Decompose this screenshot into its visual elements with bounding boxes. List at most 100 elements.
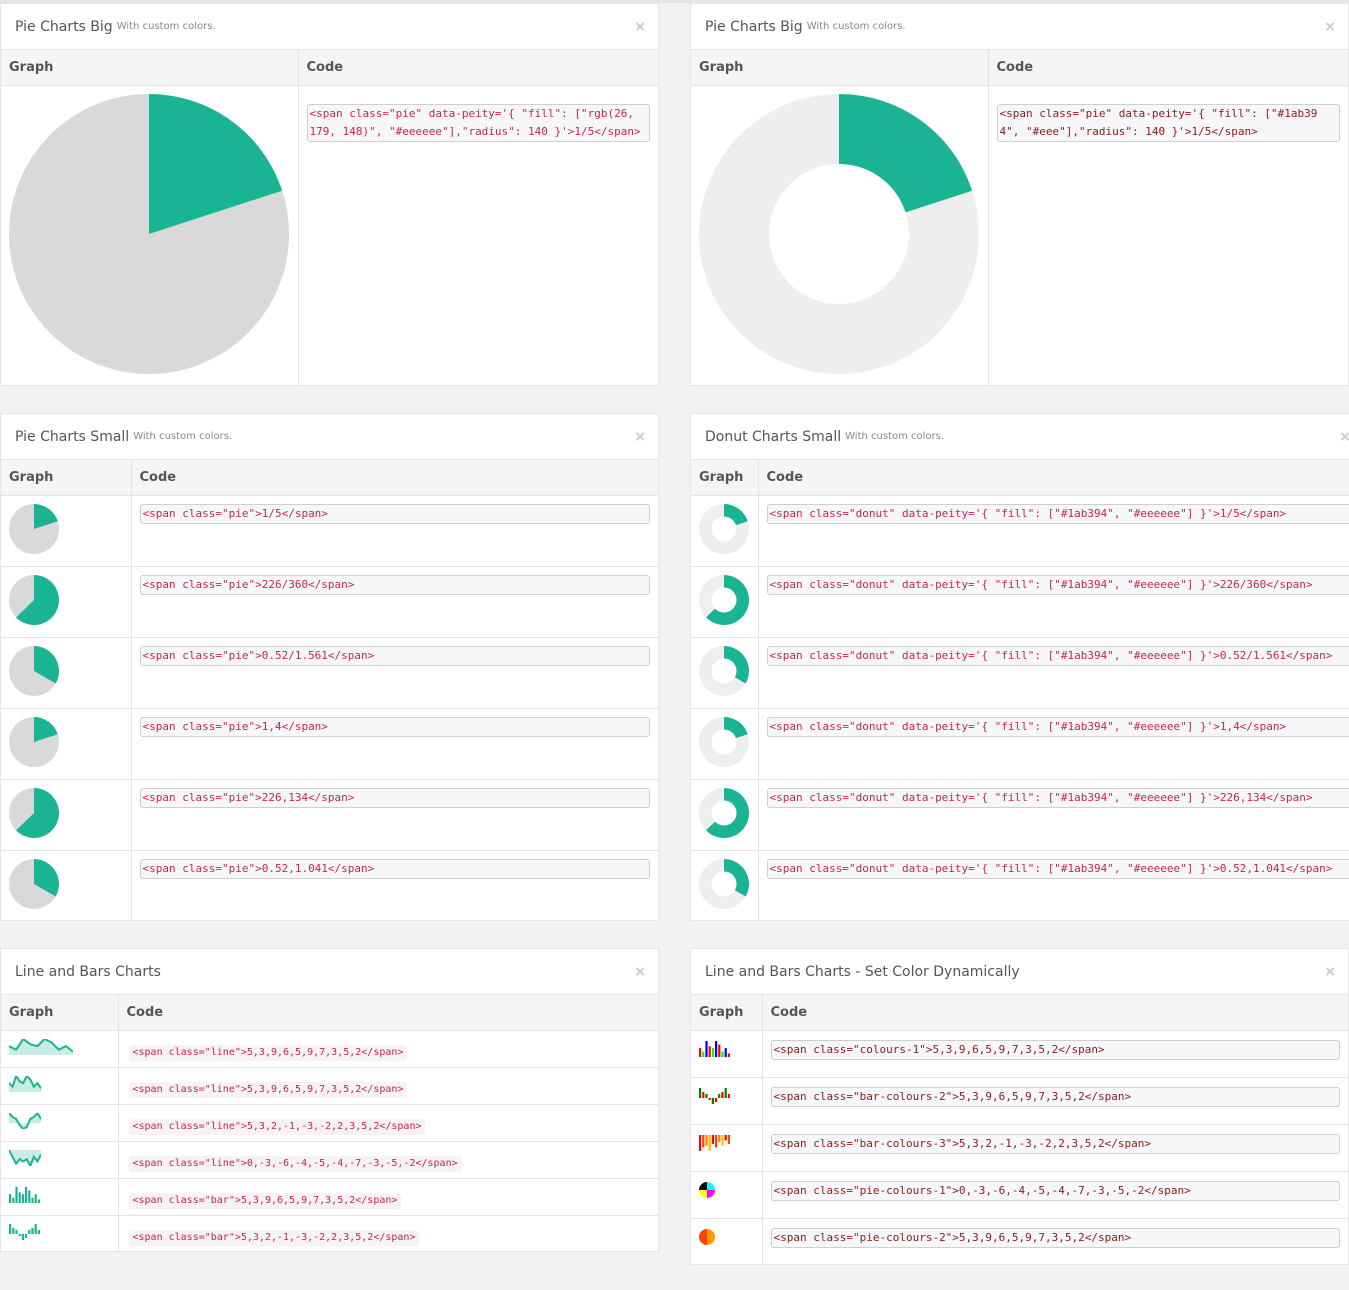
bar <box>705 1093 708 1098</box>
table-row: <span class="bar-colours-2">5,3,9,6,5,9,… <box>691 1077 1348 1125</box>
close-icon[interactable]: × <box>634 429 646 445</box>
panel-title: Pie Charts Big <box>705 18 803 35</box>
code-snippet: <span class="bar-colours-2">5,3,9,6,5,9,… <box>770 1086 1340 1107</box>
bar <box>721 1051 724 1057</box>
pie-slice-remainder <box>699 858 746 909</box>
table-row: <span class="pie">0.52/1.561</span> <box>1 637 658 709</box>
line-area <box>9 1075 41 1092</box>
code-cell: <span class="line">0,-3,-6,-4,-5,-4,-7,-… <box>118 1141 658 1179</box>
graph-cell <box>1 85 299 385</box>
close-icon[interactable]: × <box>1324 964 1336 980</box>
bar <box>715 1097 718 1102</box>
small-pie-chart <box>9 645 59 696</box>
panel-subtitle: With custom colors. <box>116 21 216 32</box>
close-icon[interactable]: × <box>634 19 646 35</box>
graph-cell <box>691 1030 763 1078</box>
small-donut-chart <box>699 503 749 554</box>
table-row: <span class="donut" data-peity='{ "fill"… <box>691 566 1349 638</box>
bar <box>724 1087 727 1098</box>
code-snippet: <span class="donut" data-peity='{ "fill"… <box>766 503 1349 524</box>
column-header-code: Code <box>131 460 658 496</box>
code-cell: <span class="donut" data-peity='{ "fill"… <box>758 850 1349 920</box>
panel-title: Line and Bars Charts - Set Color Dynamic… <box>705 963 1020 980</box>
code-cell: <span class="pie">226/360</span> <box>131 566 658 638</box>
close-icon[interactable]: × <box>634 964 646 980</box>
close-icon[interactable]: × <box>1339 430 1349 444</box>
bar <box>724 1134 727 1140</box>
line-series <box>9 1112 41 1129</box>
code-cell: <span class="bar-colours-2">5,3,9,6,5,9,… <box>762 1077 1348 1125</box>
chart-table: Graph Code <span class="line">5,3,9,6,5,… <box>1 995 658 1251</box>
pie-slice-value <box>724 858 749 896</box>
table-row: <span class="line">5,3,2,-1,-3,-2,2,3,5,… <box>1 1104 658 1142</box>
code-cell: <span class="donut" data-peity='{ "fill"… <box>758 495 1349 567</box>
pie-slice <box>707 1181 715 1190</box>
bar <box>12 1227 15 1234</box>
code-cell: <span class="line">5,3,9,6,5,9,7,3,5,2</… <box>118 1030 658 1068</box>
sparkline-bar <box>699 1087 730 1104</box>
table-row: <span class="donut" data-peity='{ "fill"… <box>691 495 1349 567</box>
bar <box>18 1233 21 1236</box>
column-header-code: Code <box>298 50 658 86</box>
code-snippet: <span class="line">0,-3,-6,-4,-5,-4,-7,-… <box>128 1155 462 1172</box>
graph-cell <box>1 637 132 709</box>
panel-header: Pie Charts Big With custom colors. × <box>1 4 658 50</box>
panel-header: Pie Charts Small With custom colors. × <box>1 414 658 460</box>
panel-subtitle: With custom colors. <box>845 431 945 442</box>
bar <box>31 1197 34 1203</box>
bar <box>718 1093 721 1098</box>
line-series <box>9 1038 73 1052</box>
pie-slice-value <box>149 93 283 234</box>
code-snippet: <span class="line">5,3,9,6,5,9,7,3,5,2</… <box>128 1081 408 1098</box>
code-snippet: <span class="pie">0.52,1.041</span> <box>139 858 650 879</box>
bar <box>34 1223 37 1234</box>
table-row: <span class="pie">226/360</span> <box>1 566 658 638</box>
bar <box>715 1040 718 1057</box>
bar <box>711 1134 714 1144</box>
code-cell: <span class="donut" data-peity='{ "fill"… <box>758 566 1349 638</box>
close-icon[interactable]: × <box>1324 19 1336 35</box>
column-header-graph: Graph <box>1 995 119 1031</box>
panel-subtitle: With custom colors. <box>806 21 906 32</box>
code-snippet: <span class="bar">5,3,9,6,5,9,7,3,5,2</s… <box>128 1192 402 1209</box>
graph-cell <box>1 1215 119 1251</box>
bar <box>28 1229 31 1234</box>
big-pie-chart <box>9 93 289 374</box>
graph-cell <box>691 637 759 709</box>
table-row: <span class="pie-colours-1">0,-3,-6,-4,-… <box>691 1171 1348 1219</box>
pie-slice-value <box>16 574 59 625</box>
code-snippet: <span class="pie">1,4</span> <box>139 716 650 737</box>
sparkline-bar <box>9 1223 40 1240</box>
pie-slice <box>699 1181 707 1190</box>
column-header-graph: Graph <box>691 995 763 1031</box>
code-snippet: <span class="donut" data-peity='{ "fill"… <box>766 787 1349 808</box>
bar <box>37 1229 40 1234</box>
pie-slice-remainder <box>699 574 724 617</box>
graph-cell <box>691 1171 763 1219</box>
table-row: <span class="pie">226,134</span> <box>1 779 658 851</box>
bar <box>21 1193 24 1203</box>
code-snippet: <span class="pie-colours-1">0,-3,-6,-4,-… <box>770 1180 1340 1201</box>
pie-slice-value <box>16 787 59 838</box>
code-cell: <span class="pie">1,4</span> <box>131 708 658 780</box>
graph-cell <box>691 85 989 385</box>
sparkline-bar <box>699 1134 730 1151</box>
code-snippet: <span class="pie">226/360</span> <box>139 574 650 595</box>
pie-slice-remainder <box>699 716 749 767</box>
graph-cell <box>1 1141 119 1179</box>
graph-cell <box>691 1077 763 1125</box>
bar <box>718 1044 721 1057</box>
table-row: <span class="pie">1,4</span> <box>1 708 658 780</box>
pie-slice <box>699 1189 707 1198</box>
graph-cell <box>691 708 759 780</box>
graph-cell <box>691 779 759 851</box>
code-snippet: <span class="colours-1">5,3,9,6,5,9,7,3,… <box>770 1039 1340 1060</box>
bar <box>15 1229 18 1234</box>
pie-slice-remainder <box>699 787 724 830</box>
sparkline-line <box>9 1038 73 1055</box>
pie-slice-value <box>34 716 58 742</box>
table-row: <span class="pie-colours-2">5,3,9,6,5,9,… <box>691 1218 1348 1264</box>
panel-header: Pie Charts Big With custom colors. × <box>691 4 1348 50</box>
small-donut-chart <box>699 716 749 767</box>
pie-slice-value <box>839 93 973 212</box>
